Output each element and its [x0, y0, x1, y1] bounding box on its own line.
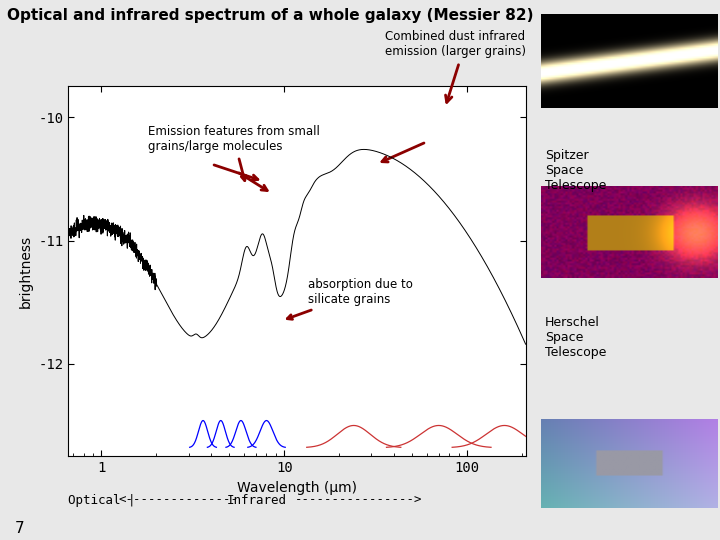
Text: ---------------->: ---------------->	[295, 494, 423, 507]
Y-axis label: brightness: brightness	[19, 235, 33, 308]
Text: 7: 7	[14, 521, 24, 536]
Text: <---------------: <---------------	[119, 494, 239, 507]
Text: absorption due to
silicate grains: absorption due to silicate grains	[287, 278, 413, 319]
Text: Infrared: Infrared	[227, 494, 287, 507]
Text: Herschel
Space
Telescope: Herschel Space Telescope	[545, 316, 606, 359]
Text: Combined dust infrared
emission (larger grains): Combined dust infrared emission (larger …	[385, 30, 526, 58]
X-axis label: Wavelength (μm): Wavelength (μm)	[237, 481, 357, 495]
Text: Combined
starlight: Combined starlight	[0, 539, 1, 540]
Text: Emission features from small
grains/large molecules: Emission features from small grains/larg…	[148, 125, 320, 180]
Text: Optical |: Optical |	[68, 494, 136, 507]
Text: Optical and infrared spectrum of a whole galaxy (Messier 82): Optical and infrared spectrum of a whole…	[7, 8, 534, 23]
Text: Spitzer
Space
Telescope: Spitzer Space Telescope	[545, 148, 606, 192]
